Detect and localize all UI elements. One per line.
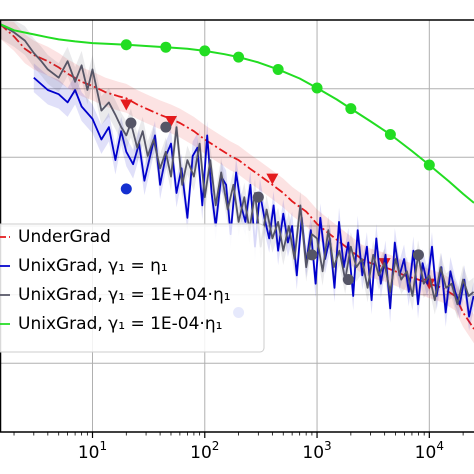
- series-marker-1-0: [120, 183, 132, 195]
- series-marker-2-0: [125, 117, 137, 129]
- series-marker-3-2: [199, 45, 211, 57]
- series-marker-2-3: [306, 249, 318, 261]
- x-tick-label-1: 102: [190, 439, 219, 463]
- legend-label-3: UnixGrad, γ₁ = 1E-04·η₁: [18, 314, 222, 334]
- x-tick-label-2: 103: [302, 439, 331, 463]
- series-marker-3-7: [384, 129, 396, 141]
- legend: UnderGrad UnixGrad, γ₁ = η₁ UnixGrad, γ₁ =…: [0, 223, 265, 353]
- series-marker-3-5: [311, 82, 323, 94]
- series-marker-0-2: [266, 173, 279, 185]
- series-2: [0, 20, 474, 319]
- series-band-2: [0, 20, 474, 319]
- legend-label-1: UnixGrad, γ₁ = η₁: [18, 256, 168, 276]
- x-tick-label-0: 101: [78, 439, 107, 463]
- series-line-0: [0, 23, 474, 330]
- series-marker-3-6: [345, 103, 357, 115]
- series-line-3: [0, 23, 474, 204]
- series-marker-2-5: [412, 249, 424, 261]
- series-marker-3-0: [120, 39, 132, 51]
- legend-box: [0, 223, 265, 353]
- series-marker-3-4: [272, 63, 284, 75]
- series-3: [0, 23, 474, 204]
- legend-label-0: UnderGrad: [18, 227, 111, 247]
- series-marker-0-1: [164, 115, 177, 127]
- series-marker-0-0: [120, 99, 133, 111]
- series-marker-2-2: [252, 191, 264, 203]
- series-marker-2-4: [342, 274, 354, 286]
- x-tick-label-3: 104: [415, 439, 444, 463]
- x-tick-labels: 101 102 103 104: [78, 439, 444, 463]
- series-marker-3-1: [160, 41, 172, 53]
- series-marker-3-3: [233, 51, 245, 63]
- series-marker-3-8: [423, 159, 435, 171]
- series-marker-2-1: [160, 121, 172, 133]
- legend-label-2: UnixGrad, γ₁ = 1E+04·η₁: [18, 285, 231, 305]
